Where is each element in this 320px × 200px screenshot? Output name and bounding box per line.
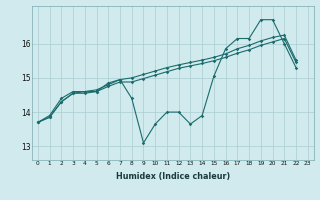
X-axis label: Humidex (Indice chaleur): Humidex (Indice chaleur) <box>116 172 230 181</box>
